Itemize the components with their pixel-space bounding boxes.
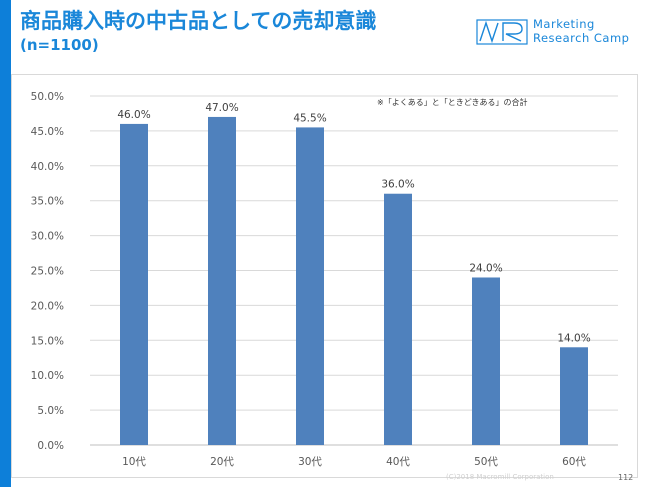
chart-note: ※「よくある」と「ときどきある」の合計 xyxy=(377,98,528,107)
bar xyxy=(208,116,236,445)
brand-logo: Marketing Research Camp xyxy=(476,17,641,47)
y-tick-label: 25.0% xyxy=(31,266,64,278)
bar xyxy=(296,127,324,445)
bar-chart: 0.0% 5.0% 10.0% 15.0% 20.0% 25.0% 30.0% 35.0% 40… xyxy=(31,91,618,468)
y-tick-label: 35.0% xyxy=(31,196,64,208)
copyright-text: (C)2018 Macromill Corporation xyxy=(446,473,554,481)
x-tick-label: 40代 xyxy=(386,456,410,468)
bar xyxy=(472,277,500,445)
y-tick-label: 10.0% xyxy=(31,370,64,382)
y-tick-label: 40.0% xyxy=(31,161,64,173)
x-tick-label: 30代 xyxy=(298,456,322,468)
sample-size: (n=1100) xyxy=(20,36,99,54)
y-tick-label: 30.0% xyxy=(31,231,64,243)
y-tick-label: 20.0% xyxy=(31,300,64,312)
x-tick-label: 20代 xyxy=(210,456,234,468)
page-number: 112 xyxy=(618,473,634,482)
x-tick-label: 10代 xyxy=(122,456,146,468)
x-tick-label: 50代 xyxy=(474,456,498,468)
y-tick-label: 5.0% xyxy=(37,405,64,417)
data-label: 46.0% xyxy=(117,109,150,121)
logo-text-line1: Marketing xyxy=(533,17,595,31)
y-tick-label: 45.0% xyxy=(31,126,64,138)
y-tick-label: 15.0% xyxy=(31,335,64,347)
data-label: 45.5% xyxy=(293,112,326,124)
bar xyxy=(384,193,412,445)
bar xyxy=(560,347,588,445)
data-label: 47.0% xyxy=(205,102,238,114)
data-label: 14.0% xyxy=(557,332,590,344)
y-tick-label: 0.0% xyxy=(37,440,64,452)
data-label: 36.0% xyxy=(381,179,414,191)
page-title: 商品購入時の中古品としての売却意識 xyxy=(20,9,377,33)
x-tick-label: 60代 xyxy=(562,456,586,468)
y-tick-label: 50.0% xyxy=(31,91,64,103)
chart-area: 0.0% 5.0% 10.0% 15.0% 20.0% 25.0% 30.0% 35.0% 40… xyxy=(11,74,638,478)
data-label: 24.0% xyxy=(469,262,502,274)
accent-bar xyxy=(0,0,11,487)
logo-mark-icon xyxy=(476,19,528,45)
bar xyxy=(120,123,148,446)
logo-text-line2: Research Camp xyxy=(533,31,630,45)
